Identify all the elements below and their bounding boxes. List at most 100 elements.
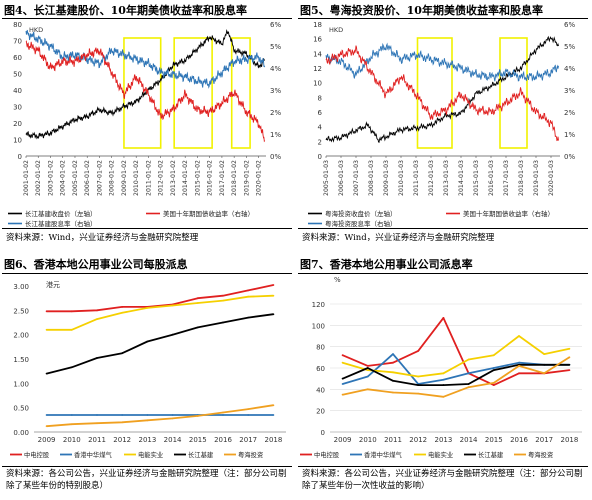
fig7-point-4-4 bbox=[442, 395, 445, 398]
fig4-xtick-17: 2018-01-02 bbox=[231, 160, 238, 196]
fig4-ytick-left-1: 10 bbox=[13, 137, 22, 145]
fig6-point-0-3 bbox=[121, 306, 124, 308]
fig6-series-line-0 bbox=[46, 284, 274, 313]
fig4-xtick-18: 2019-01-02 bbox=[243, 160, 250, 196]
fig5-source-rule bbox=[298, 228, 588, 229]
fig6-xtick-5: 2014 bbox=[164, 436, 182, 444]
fig4-xtick-9: 2010-01-02 bbox=[133, 160, 140, 196]
fig5-chart: 0 2 4 6 8 10 12 14 16 18 0% 1% 2% 3% 4% 5% 6% HKD 2005-01-… bbox=[308, 21, 575, 228]
fig6-point-2-9 bbox=[272, 294, 275, 297]
fig7-point-0-6 bbox=[492, 384, 495, 386]
fig7-legend-label-1: 香港中华煤气 bbox=[364, 450, 402, 459]
fig7-panel: 图7、香港本地公用事业公司派息率 0 20 40 60 80 100 120% 2009 201… bbox=[296, 250, 592, 500]
fig4-legend-label-1: 长江基建股息率（右轴） bbox=[25, 219, 97, 228]
fig5-xtick-4: 2009-01-03 bbox=[383, 160, 390, 196]
fig7-xtick-1: 2010 bbox=[359, 436, 377, 444]
fig5-xtick-8: 2013-01-03 bbox=[443, 160, 450, 196]
fig6-point-2-6 bbox=[196, 302, 199, 304]
fig4-ytick-left-4: 40 bbox=[13, 87, 22, 95]
fig4-series-line-0 bbox=[25, 29, 265, 140]
fig7-point-3-2 bbox=[392, 379, 394, 382]
fig6-legend-label-4: 粤海投资 bbox=[238, 450, 263, 459]
fig7-point-3-8 bbox=[543, 363, 546, 366]
fig6-xtick-6: 2015 bbox=[189, 436, 207, 444]
fig7-xtick-4: 2013 bbox=[434, 436, 452, 444]
fig6-point-3-3 bbox=[121, 352, 124, 355]
fig6-title-rule bbox=[2, 273, 292, 274]
fig5-panel: 图5、粤海投资股价、10年期美债收益率和股息率 0 2 4 6 8 10 12 14 16 18 0… bbox=[296, 0, 592, 248]
fig6-xtick-4: 2013 bbox=[138, 436, 156, 444]
fig6-point-2-1 bbox=[70, 328, 73, 331]
fig5-xtick-11: 2016-01-03 bbox=[488, 160, 495, 196]
fig5-highlight-box-1 bbox=[499, 37, 528, 149]
fig4-ytick-right-1: 1% bbox=[270, 131, 281, 139]
fig7-point-4-6 bbox=[492, 382, 495, 384]
fig6-point-4-8 bbox=[247, 408, 250, 411]
fig6-point-0-8 bbox=[247, 289, 250, 292]
fig6-title: 图6、香港本地公用事业公司每股派息 bbox=[4, 258, 188, 271]
fig7-ytick-3: 60 bbox=[316, 365, 325, 373]
fig5-ytick-left-5: 10 bbox=[313, 80, 322, 88]
fig6-point-4-1 bbox=[70, 423, 73, 426]
fig6-point-3-2 bbox=[96, 357, 98, 359]
fig7-point-0-9 bbox=[568, 369, 571, 372]
fig6-point-3-1 bbox=[70, 366, 73, 369]
fig6-point-1-3 bbox=[121, 414, 124, 416]
fig7-ytick-6: 120 bbox=[312, 301, 325, 309]
fig4-ytick-right-2: 2% bbox=[270, 109, 281, 117]
fig6-point-1-9 bbox=[272, 414, 275, 416]
fig7-point-4-3 bbox=[417, 392, 420, 395]
fig5-xtick-7: 2012-01-03 bbox=[428, 160, 435, 196]
fig7-point-1-1 bbox=[366, 375, 369, 378]
fig7-point-2-0 bbox=[341, 361, 344, 364]
fig6-xtick-8: 2017 bbox=[239, 436, 257, 444]
fig5-legend-label-1: 粤海投资股息率（右轴） bbox=[325, 219, 397, 228]
fig5-series-line-0 bbox=[325, 35, 559, 144]
fig7-legend-label-2: 电能实业 bbox=[428, 450, 453, 459]
fig7-point-3-5 bbox=[467, 383, 470, 385]
fig7-series-line-1 bbox=[342, 353, 570, 385]
fig6-point-2-0 bbox=[45, 328, 48, 331]
fig5-xtick-1: 2006-01-03 bbox=[338, 160, 345, 196]
fig6-point-4-9 bbox=[272, 404, 275, 407]
fig7-point-0-7 bbox=[518, 372, 520, 375]
fig5-legend-label-0: 粤海投资收盘价（左轴） bbox=[325, 209, 397, 218]
fig6-xtick-7: 2016 bbox=[214, 436, 232, 444]
fig5-ytick-right-3: 3% bbox=[564, 87, 575, 95]
fig4-ytick-left-3: 30 bbox=[13, 104, 22, 112]
fig5-xtick-2: 2007-01-03 bbox=[353, 160, 360, 196]
fig7-point-0-4 bbox=[442, 316, 445, 319]
fig5-title: 图5、粤海投资股价、10年期美债收益率和股息率 bbox=[300, 4, 543, 17]
fig7-xtick-5: 2014 bbox=[460, 436, 478, 444]
fig4-xtick-15: 2016-01-02 bbox=[207, 160, 214, 196]
fig4-xtick-13: 2014-01-02 bbox=[182, 160, 189, 196]
fig4-xtick-2: 2003-01-02 bbox=[47, 160, 54, 196]
fig6-xtick-2: 2011 bbox=[88, 436, 106, 444]
fig7-point-4-5 bbox=[467, 386, 470, 389]
fig6-point-4-0 bbox=[45, 425, 48, 428]
fig7-xtick-0: 2009 bbox=[334, 436, 352, 444]
fig5-source: 资料来源：Wind，兴业证券经济与金融研究院整理 bbox=[302, 233, 495, 243]
fig6-point-1-7 bbox=[222, 414, 224, 416]
fig6-chart: 0.00 0.50 1.00 1.50 2.00 2.50 3.00 港元 2009 2010 20… bbox=[10, 280, 286, 459]
fig4-xtick-11: 2012-01-02 bbox=[158, 160, 165, 196]
fig6-point-1-1 bbox=[70, 414, 73, 416]
fig4-panel: 图4、长江基建股价、10年期美债收益率和股息率 0 10 20 30 40 50 60 70 8… bbox=[0, 0, 296, 248]
fig7-point-0-2 bbox=[392, 361, 394, 364]
fig4-xtick-7: 2008-01-02 bbox=[109, 160, 116, 196]
fig6-point-1-2 bbox=[96, 414, 98, 416]
fig7-legend-label-4: 粤海投资 bbox=[528, 450, 553, 459]
fig4-ytick-right-0: 0% bbox=[270, 153, 281, 161]
fig4-xtick-10: 2011-01-02 bbox=[145, 160, 152, 196]
fig5-xtick-0: 2005-01-03 bbox=[323, 160, 330, 196]
fig6-point-1-8 bbox=[247, 414, 250, 416]
fig4-ytick-left-2: 20 bbox=[13, 120, 22, 128]
fig4-legend-label-0: 长江基建收盘价（左轴） bbox=[25, 209, 97, 218]
fig4-xtick-3: 2004-01-02 bbox=[60, 160, 67, 196]
fig5-ytick-right-0: 0% bbox=[564, 153, 575, 161]
fig5-ytick-left-3: 6 bbox=[318, 109, 323, 117]
fig4-ytick-left-7: 70 bbox=[13, 38, 22, 46]
fig5-series-line-2 bbox=[325, 45, 559, 142]
fig4-source: 资料来源：Wind，兴业证券经济与金融研究院整理 bbox=[6, 233, 199, 243]
fig5-xtick-10: 2015-01-03 bbox=[473, 160, 480, 196]
